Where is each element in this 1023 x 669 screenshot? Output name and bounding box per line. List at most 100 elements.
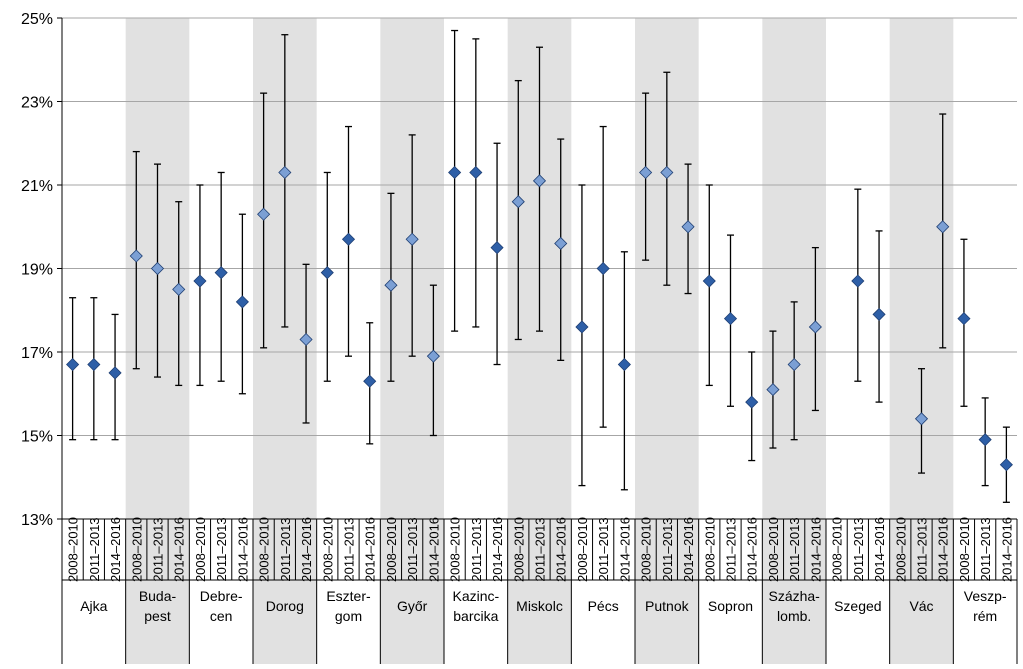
data-point-marker bbox=[723, 312, 738, 326]
group-label: Buda- bbox=[139, 588, 177, 604]
data-point-marker bbox=[278, 165, 292, 180]
data-point-marker bbox=[914, 412, 929, 426]
group-label: Ajka bbox=[80, 598, 107, 614]
period-tick-label: 2011–2013 bbox=[724, 517, 739, 581]
period-tick-label: 2011–2013 bbox=[405, 517, 420, 581]
period-tick-label: 2011–2013 bbox=[660, 517, 675, 581]
period-tick-label: 2011–2013 bbox=[278, 517, 293, 581]
period-tick-label: 2011–2013 bbox=[469, 517, 484, 581]
data-point-marker bbox=[193, 274, 207, 288]
data-point-marker bbox=[745, 395, 759, 409]
period-tick-label: 2008–2010 bbox=[830, 517, 845, 582]
period-tick-label: 2014–2016 bbox=[235, 517, 250, 582]
data-point-marker bbox=[320, 266, 334, 280]
data-point-marker bbox=[341, 232, 356, 246]
data-point-marker bbox=[214, 266, 228, 280]
period-tick-label: 2014–2016 bbox=[490, 517, 505, 582]
data-point-marker bbox=[66, 357, 80, 372]
period-tick-label: 2011–2013 bbox=[533, 517, 548, 581]
group-label: lomb. bbox=[777, 608, 811, 624]
group-label: barcika bbox=[453, 608, 498, 624]
period-tick-label: 2011–2013 bbox=[787, 517, 802, 581]
period-tick-label: 2008–2010 bbox=[384, 517, 399, 582]
group-label: Vác bbox=[909, 598, 933, 614]
data-point-marker bbox=[596, 261, 610, 276]
y-tick-label: 19% bbox=[21, 262, 53, 279]
group-label: Százha- bbox=[768, 588, 820, 604]
group-label: rém bbox=[973, 608, 997, 624]
period-tick-label: 2014–2016 bbox=[172, 517, 187, 582]
data-point-marker bbox=[511, 195, 525, 209]
data-point-marker bbox=[575, 320, 589, 334]
group-label: Dorog bbox=[266, 598, 304, 614]
data-point-marker bbox=[172, 282, 186, 296]
data-point-marker bbox=[384, 278, 398, 292]
group-label: pest bbox=[144, 608, 171, 624]
group-label: Sopron bbox=[708, 598, 753, 614]
data-point-marker bbox=[639, 165, 653, 180]
group-label: Eszter- bbox=[326, 588, 371, 604]
period-tick-label: 2008–2010 bbox=[257, 517, 272, 582]
y-tick-label: 15% bbox=[21, 429, 53, 446]
period-tick-label: 2011–2013 bbox=[978, 517, 993, 581]
data-point-marker bbox=[957, 312, 971, 326]
data-point-marker bbox=[299, 332, 313, 347]
period-tick-label: 2008–2010 bbox=[702, 517, 717, 582]
period-tick-label: 2008–2010 bbox=[320, 517, 335, 582]
data-point-marker bbox=[617, 357, 631, 372]
period-tick-label: 2014–2016 bbox=[681, 517, 696, 582]
period-tick-label: 2014–2016 bbox=[554, 517, 569, 582]
period-tick-label: 2011–2013 bbox=[342, 517, 357, 581]
y-axis-tick-labels: 13% 15% 17% 19% 21% 23% 25% bbox=[21, 11, 53, 529]
period-tick-label: 2014–2016 bbox=[299, 517, 314, 582]
y-tick-label: 23% bbox=[21, 95, 53, 112]
period-tick-label: 2014–2016 bbox=[108, 517, 123, 582]
data-point-marker bbox=[490, 241, 504, 255]
period-tick-label: 2008–2010 bbox=[193, 517, 208, 582]
y-tick-label: 17% bbox=[21, 345, 53, 362]
period-tick-label: 2011–2013 bbox=[915, 517, 930, 581]
period-tick-label: 2011–2013 bbox=[214, 517, 229, 581]
y-tick-label: 21% bbox=[21, 178, 53, 195]
period-tick-label: 2008–2010 bbox=[957, 517, 972, 582]
period-tick-label: 2014–2016 bbox=[808, 517, 823, 582]
data-point-marker bbox=[129, 249, 143, 263]
data-point-marker bbox=[766, 383, 780, 397]
period-tick-label: 2008–2010 bbox=[129, 517, 144, 582]
data-point-marker bbox=[108, 366, 122, 380]
data-point-marker bbox=[999, 458, 1013, 472]
group-label: Kazinc- bbox=[452, 588, 499, 604]
data-point-marker bbox=[235, 295, 249, 309]
y-tick-label: 13% bbox=[21, 512, 53, 529]
period-tick-label: 2008–2010 bbox=[575, 517, 590, 582]
data-point-marker bbox=[681, 220, 695, 234]
data-point-marker bbox=[363, 374, 377, 388]
data-point-marker bbox=[808, 320, 822, 334]
period-tick-label: 2008–2010 bbox=[639, 517, 654, 582]
category-table: 2008–2010 2011–2013 2014–2016 Ajka 2008–2010… bbox=[61, 517, 1018, 664]
period-tick-label: 2008–2010 bbox=[766, 517, 781, 582]
y-tick-label: 25% bbox=[21, 11, 53, 28]
period-tick-label: 2011–2013 bbox=[596, 517, 611, 581]
period-tick-label: 2014–2016 bbox=[363, 517, 378, 582]
axes bbox=[57, 17, 1017, 520]
group-label: Veszp- bbox=[964, 588, 1007, 604]
period-tick-label: 2008–2010 bbox=[448, 517, 463, 582]
data-point-marker bbox=[787, 357, 801, 372]
period-tick-label: 2014–2016 bbox=[936, 517, 951, 582]
data-point-marker bbox=[257, 207, 271, 221]
period-tick-label: 2014–2016 bbox=[872, 517, 887, 582]
group-label: Szeged bbox=[834, 598, 881, 614]
data-point-marker bbox=[851, 274, 865, 288]
period-tick-label: 2008–2010 bbox=[66, 517, 81, 582]
period-tick-label: 2014–2016 bbox=[745, 517, 760, 582]
data-point-marker bbox=[936, 220, 950, 234]
period-tick-label: 2014–2016 bbox=[999, 517, 1014, 582]
data-point-marker bbox=[532, 174, 547, 188]
data-point-marker bbox=[702, 274, 716, 288]
period-tick-label: 2014–2016 bbox=[617, 517, 632, 582]
group-label: cen bbox=[210, 608, 233, 624]
data-point-marker bbox=[469, 165, 483, 180]
group-label: Debre- bbox=[200, 588, 243, 604]
